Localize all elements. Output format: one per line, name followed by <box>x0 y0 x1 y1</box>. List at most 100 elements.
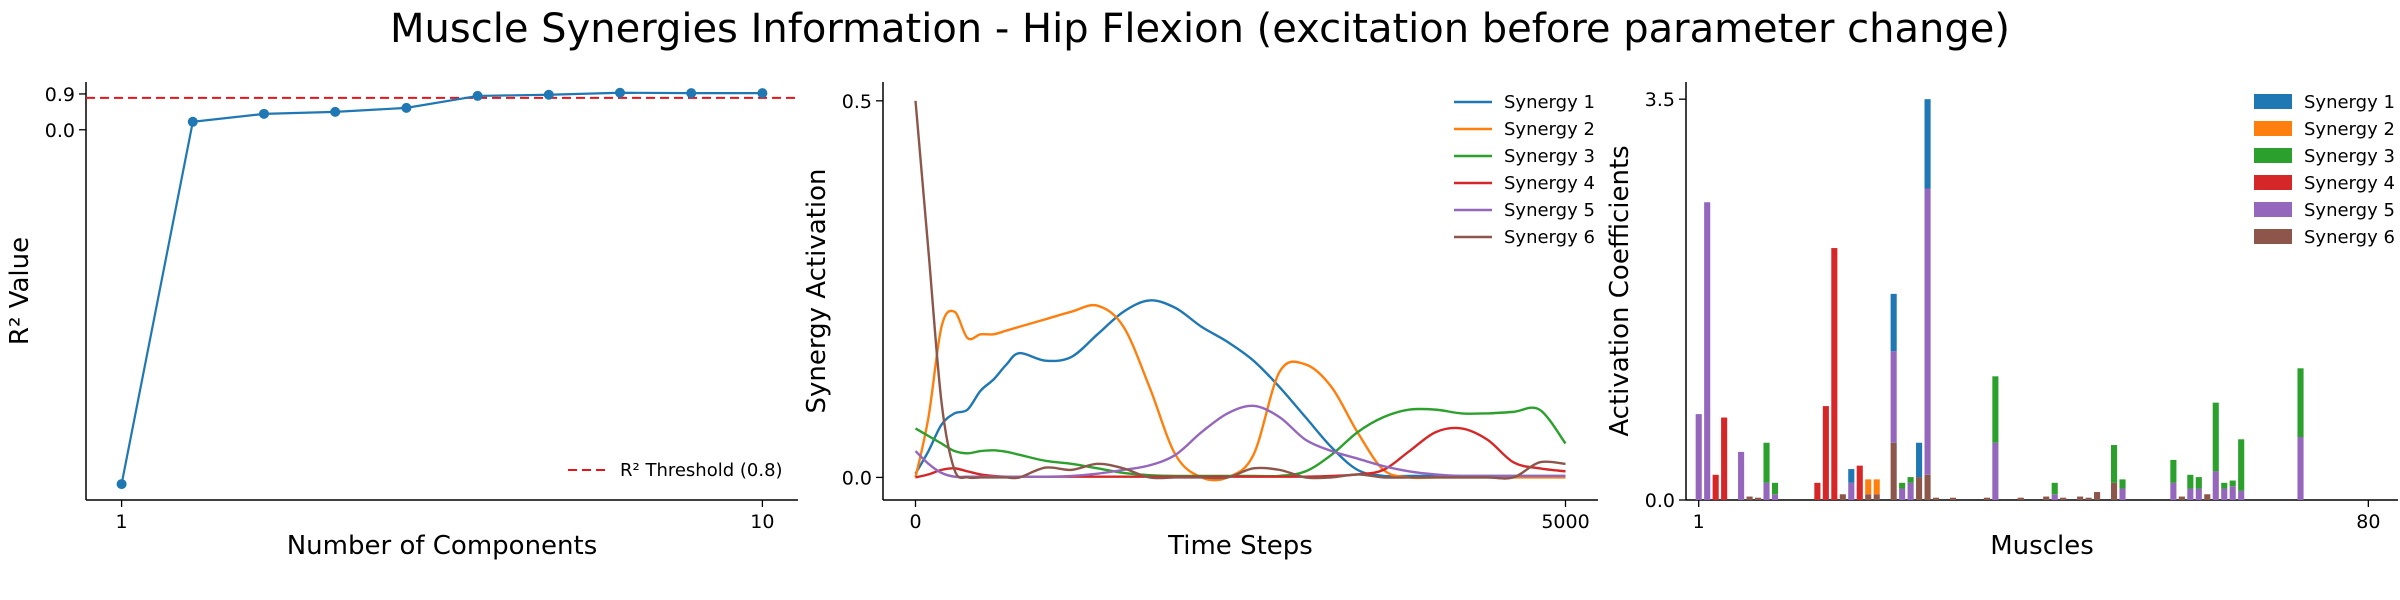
coefficient-bar-synergy-6 <box>2110 482 2118 500</box>
x-axis-label: Number of Components <box>287 531 598 561</box>
coefficient-bar-synergy-6 <box>2178 496 2185 500</box>
legend-synergy-4-label: Synergy 4 <box>1504 173 1595 194</box>
x-tick-label: 5000 <box>1541 511 1589 533</box>
y-tick-label: 0.0 <box>1645 490 1675 512</box>
coefficient-bar-synergy-5 <box>2229 486 2236 500</box>
legend-synergy-6-label: Synergy 6 <box>1504 227 1595 248</box>
coefficient-bar-synergy-3 <box>2297 368 2304 438</box>
synergy-3-line <box>914 406 1567 478</box>
y-tick-label: 3.5 <box>1645 89 1675 111</box>
coefficient-bar-synergy-5 <box>2195 488 2202 500</box>
y-axis-label: Synergy Activation <box>802 169 832 414</box>
coefficient-bar-synergy-5 <box>1738 451 1745 500</box>
coefficient-bar-synergy-6 <box>1932 497 1940 500</box>
coefficient-bar-synergy-1 <box>1890 293 1897 352</box>
coefficient-bar-synergy-5 <box>1992 442 1999 500</box>
coefficient-bar-synergy-4 <box>1814 482 1821 500</box>
coefficient-bar-synergy-2 <box>1865 479 1872 495</box>
y-axis-label: R² Value <box>5 237 35 345</box>
legend-synergy-6-label: Synergy 6 <box>2304 227 2395 248</box>
x-axis-label: Time Steps <box>1167 531 1313 561</box>
coefficient-bar-synergy-3 <box>2229 480 2236 487</box>
coefficient-bar-synergy-3 <box>2238 439 2245 491</box>
coefficient-bar-synergy-6 <box>1873 494 1880 500</box>
legend-synergy-5-label: Synergy 5 <box>2304 200 2395 221</box>
r2-data-point <box>116 479 127 490</box>
r2-chart: Number of Components R² Value 1 10 0.0 0.9 R² … <box>5 82 798 561</box>
synergy-5-line <box>914 404 1566 479</box>
y-tick-label: 0.5 <box>842 91 872 113</box>
r2-data-point <box>472 90 483 101</box>
coefficient-bar-synergy-4 <box>1721 417 1728 500</box>
legend-synergy-4-swatch <box>2254 175 2292 190</box>
coefficient-bar-synergy-3 <box>2051 482 2058 495</box>
legend-synergy-1-label: Synergy 1 <box>2304 92 2395 113</box>
coefficient-bar-synergy-4 <box>1856 465 1863 500</box>
legend-synergy-6-swatch <box>2254 229 2292 244</box>
x-tick-label: 1 <box>116 511 128 533</box>
legend-synergy-3-label: Synergy 3 <box>1504 146 1595 167</box>
synergy-activation-chart: Time Steps Synergy Activation 0 5000 0.0 0.5 S… <box>802 82 1598 561</box>
coefficient-bar-synergy-5 <box>1907 482 1914 500</box>
coefficient-bar-synergy-2 <box>1873 479 1880 495</box>
synergy-1-line <box>914 299 1566 478</box>
coefficient-bar-synergy-6 <box>2204 494 2211 500</box>
legend-synergy-2-label: Synergy 2 <box>1504 119 1595 140</box>
coefficient-bar-synergy-5 <box>1704 202 1711 500</box>
r2-data-point <box>259 108 269 119</box>
coefficient-bar-synergy-6 <box>2017 497 2024 500</box>
r2-data-point <box>543 89 554 100</box>
r2-data-point <box>615 87 625 98</box>
r2-data-point <box>187 116 198 127</box>
coefficient-bar-synergy-5 <box>2212 471 2219 500</box>
x-tick-label: 80 <box>2356 511 2380 533</box>
coefficient-bar-synergy-5 <box>2051 494 2058 500</box>
coefficient-bar-synergy-6 <box>1983 497 1990 500</box>
x-tick-label: 0 <box>909 511 921 533</box>
coefficient-bar-synergy-5 <box>1848 482 1855 500</box>
coefficient-bar-synergy-3 <box>1992 376 1999 443</box>
coefficient-bar-synergy-5 <box>2238 490 2245 500</box>
coefficient-bar-synergy-1 <box>1916 442 1923 478</box>
coefficient-bar-synergy-3 <box>2119 479 2126 489</box>
coefficient-bar-synergy-5 <box>2221 488 2228 500</box>
legend-threshold-label: R² Threshold (0.8) <box>620 460 783 481</box>
y-tick-label: 0.0 <box>842 467 872 489</box>
coefficient-bar-synergy-4 <box>1712 474 1719 500</box>
legend-synergy-2-swatch <box>2254 121 2292 136</box>
coefficient-bar-synergy-3 <box>2212 402 2219 472</box>
coefficient-bar-synergy-6 <box>1754 497 1762 500</box>
coefficient-bar-synergy-3 <box>2221 482 2228 489</box>
legend-synergy-1-label: Synergy 1 <box>1504 92 1595 113</box>
r2-series-line <box>120 91 763 485</box>
coefficient-bar-synergy-3 <box>1763 442 1770 483</box>
coefficient-bar-synergy-3 <box>2187 474 2194 489</box>
coefficient-bar-synergy-4 <box>1831 248 1838 500</box>
coefficient-bar-synergy-5 <box>2297 437 2304 500</box>
coefficient-bar-synergy-6 <box>1890 442 1897 500</box>
coefficient-bar-synergy-6 <box>1865 494 1872 500</box>
synergy-6-line <box>914 100 1566 480</box>
coefficient-bar-synergy-5 <box>1924 188 1931 475</box>
coefficient-bar-synergy-6 <box>2060 497 2067 500</box>
coefficient-bar-synergy-6 <box>2043 496 2050 500</box>
y-axis-label: Activation Coefficients <box>1605 145 1635 436</box>
figure-title: Muscle Synergies Information - Hip Flexi… <box>390 6 2010 52</box>
coefficient-bar-synergy-6 <box>1949 497 1957 500</box>
x-axis-label: Muscles <box>1990 531 2094 561</box>
coefficient-bar-synergy-3 <box>1771 482 1779 495</box>
coefficient-bar-synergy-6 <box>2085 497 2092 500</box>
coefficient-bar-synergy-5 <box>1763 482 1770 500</box>
coefficient-bar-synergy-6 <box>1916 477 1923 500</box>
coefficient-bar-synergy-6 <box>1746 496 1753 500</box>
coefficient-bar-synergy-3 <box>1899 482 1906 489</box>
legend-synergy-5-label: Synergy 5 <box>1504 200 1595 221</box>
coefficient-bar-synergy-6 <box>1924 474 1931 500</box>
coefficient-bar-synergy-6 <box>2077 496 2084 500</box>
y-tick-label: 0.0 <box>45 120 75 142</box>
coefficient-bar-synergy-5 <box>2119 488 2126 500</box>
legend-synergy-1-swatch <box>2254 94 2292 109</box>
legend-synergy-2-label: Synergy 2 <box>2304 119 2395 140</box>
coefficient-bar-synergy-6 <box>1839 494 1846 500</box>
